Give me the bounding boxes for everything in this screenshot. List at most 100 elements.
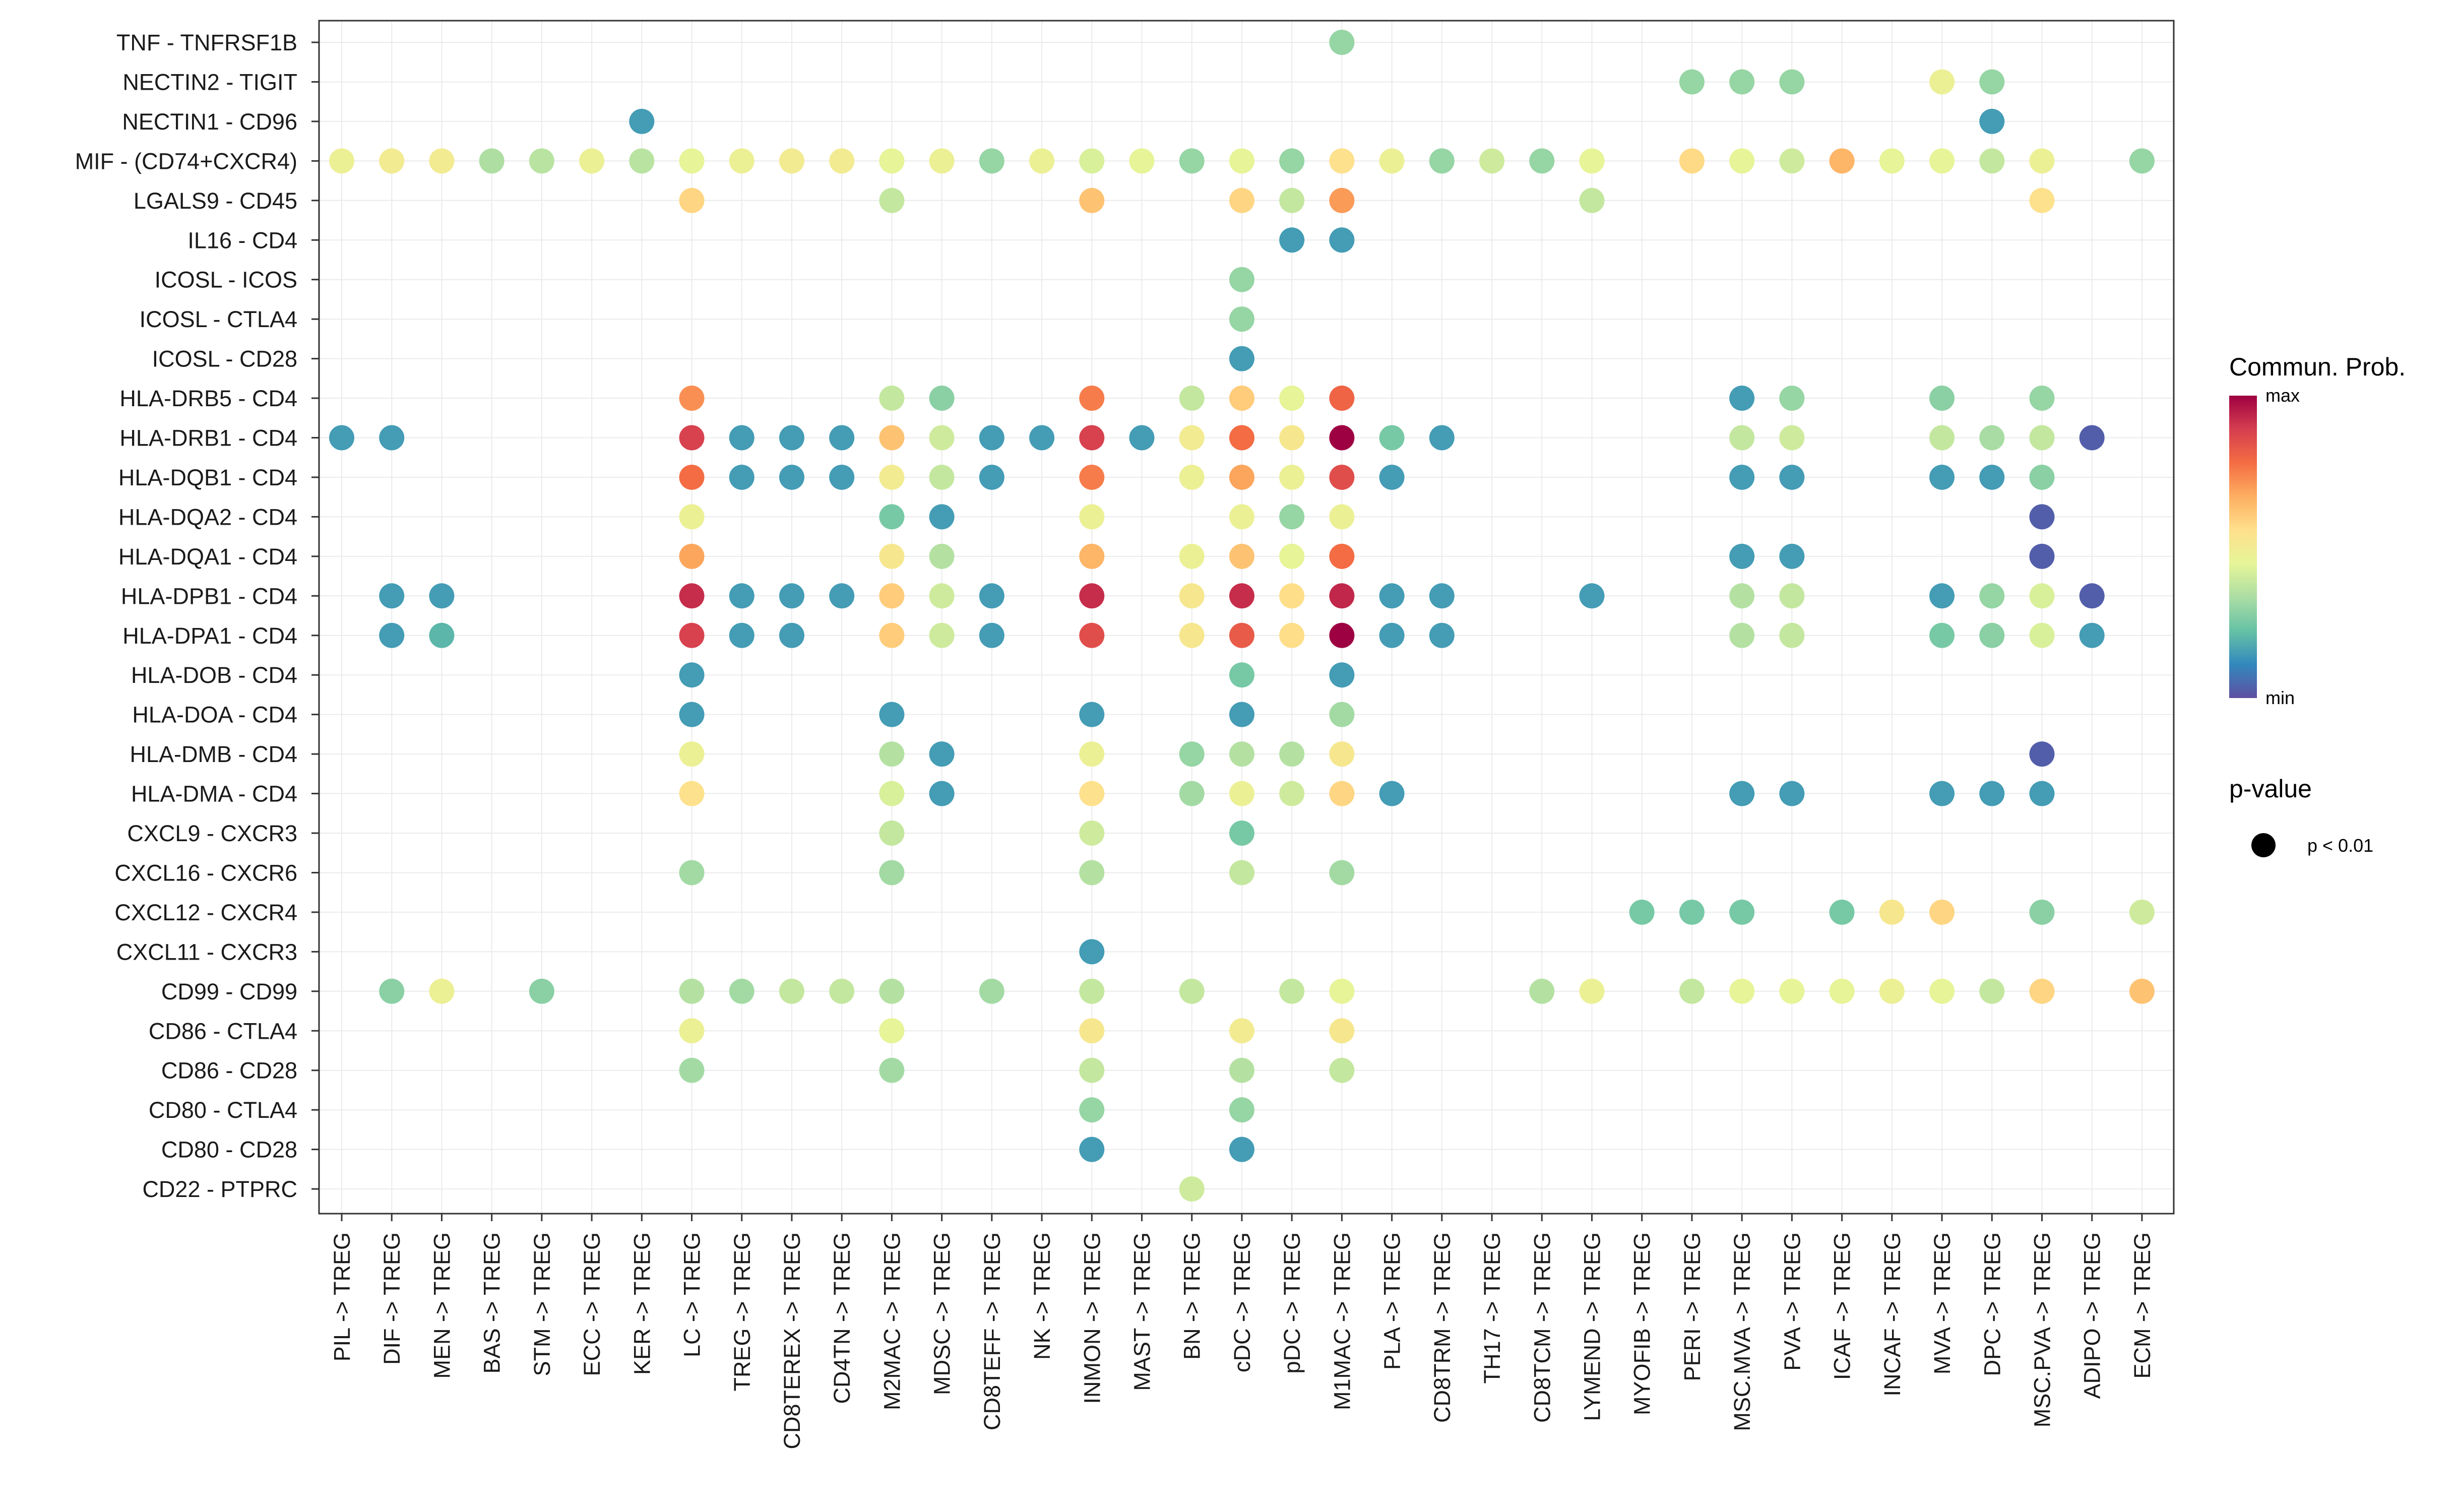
data-point: [929, 425, 955, 451]
x-tick-label: CD4TN -> TREG: [829, 1232, 855, 1404]
data-point: [779, 622, 804, 648]
data-point: [1279, 978, 1305, 1004]
y-tick-label: CD22 - PTPRC: [142, 1176, 297, 1202]
data-point: [429, 583, 455, 609]
size-legend-label: p < 0.01: [2307, 835, 2373, 856]
data-point: [1229, 1057, 1254, 1083]
data-point: [929, 386, 955, 411]
data-point: [1279, 504, 1305, 530]
data-point: [1229, 860, 1254, 886]
data-point: [379, 425, 405, 451]
data-point: [1079, 978, 1105, 1004]
data-point: [829, 464, 855, 490]
colorbar-max-label: max: [2265, 385, 2300, 406]
x-tick-label: NK -> TREG: [1029, 1232, 1055, 1360]
data-point: [679, 622, 705, 648]
x-tick-label: MDSC -> TREG: [929, 1232, 955, 1395]
data-point: [429, 622, 455, 648]
data-point: [1329, 187, 1355, 213]
data-point: [1329, 386, 1355, 411]
data-point: [779, 464, 804, 490]
data-point: [1079, 741, 1105, 767]
data-point: [2129, 978, 2155, 1004]
data-point: [1879, 978, 1905, 1004]
data-point: [1929, 622, 1955, 648]
y-tick-label: CXCL11 - CXCR3: [116, 939, 297, 965]
x-tick-label: ECM -> TREG: [2129, 1232, 2155, 1378]
data-point: [1729, 148, 1755, 174]
data-point: [2029, 899, 2055, 925]
data-point: [1229, 662, 1254, 688]
data-point: [679, 860, 705, 886]
data-point: [1329, 978, 1355, 1004]
data-point: [1029, 148, 1055, 174]
data-point: [679, 583, 705, 609]
data-point: [479, 148, 505, 174]
data-point: [1929, 583, 1955, 609]
data-point: [1579, 978, 1605, 1004]
x-tick-label: PIL -> TREG: [329, 1232, 355, 1361]
data-point: [2029, 781, 2055, 806]
data-point: [1429, 583, 1455, 609]
data-point: [1579, 583, 1605, 609]
data-point: [879, 702, 905, 727]
y-tick-label: CXCL16 - CXCR6: [114, 860, 297, 886]
data-point: [679, 662, 705, 688]
data-point: [1129, 148, 1155, 174]
data-point: [779, 148, 804, 174]
data-point: [1379, 148, 1405, 174]
data-point: [1379, 464, 1405, 490]
data-point: [929, 622, 955, 648]
data-point: [1979, 69, 2005, 95]
data-point: [1329, 781, 1355, 806]
y-tick-label: CD80 - CD28: [161, 1137, 297, 1163]
x-tick-label: MSC.MVA -> TREG: [1729, 1232, 1755, 1431]
data-point: [879, 978, 905, 1004]
data-point: [1279, 543, 1305, 569]
x-tick-label: PLA -> TREG: [1379, 1232, 1405, 1370]
data-point: [1679, 899, 1705, 925]
data-point: [829, 425, 855, 451]
data-point: [2029, 148, 2055, 174]
data-point: [679, 543, 705, 569]
data-point: [1729, 543, 1755, 569]
y-tick-label: ICOSL - CD28: [152, 346, 297, 372]
data-point: [729, 464, 754, 490]
data-point: [679, 741, 705, 767]
data-point: [879, 1057, 905, 1083]
data-point: [879, 464, 905, 490]
data-point: [1729, 386, 1755, 411]
y-tick-label: HLA-DOA - CD4: [132, 702, 297, 728]
data-point: [1829, 148, 1855, 174]
y-tick-label: HLA-DRB5 - CD4: [119, 386, 297, 411]
data-point: [1329, 1057, 1355, 1083]
plot-panel-border: [318, 20, 2175, 1215]
data-point: [1179, 978, 1205, 1004]
data-point: [1079, 464, 1105, 490]
data-point: [1979, 464, 2005, 490]
data-point: [1729, 781, 1755, 806]
y-tick-label: HLA-DQA1 - CD4: [118, 544, 297, 570]
y-tick-label: HLA-DPB1 - CD4: [121, 583, 297, 609]
x-tick-label: CD8TEREX -> TREG: [779, 1232, 805, 1450]
y-tick-label: IL16 - CD4: [187, 227, 297, 253]
x-tick-label: KER -> TREG: [629, 1232, 655, 1375]
data-point: [2029, 425, 2055, 451]
y-tick-label: CD99 - CD99: [161, 979, 297, 1004]
data-point: [2029, 504, 2055, 530]
y-tick-label: NECTIN1 - CD96: [122, 109, 297, 135]
data-point: [1579, 148, 1605, 174]
data-point: [1379, 425, 1405, 451]
data-point: [2079, 583, 2105, 609]
x-tick-label: BN -> TREG: [1179, 1232, 1205, 1360]
data-point: [1329, 662, 1355, 688]
data-point: [1079, 1057, 1105, 1083]
data-point: [2029, 741, 2055, 767]
data-point: [1379, 781, 1405, 806]
data-point: [2129, 899, 2155, 925]
data-point: [1329, 464, 1355, 490]
data-point: [2029, 583, 2055, 609]
x-tick-label: DPC -> TREG: [1979, 1232, 2005, 1376]
data-point: [1229, 464, 1254, 490]
data-point: [1229, 148, 1254, 174]
